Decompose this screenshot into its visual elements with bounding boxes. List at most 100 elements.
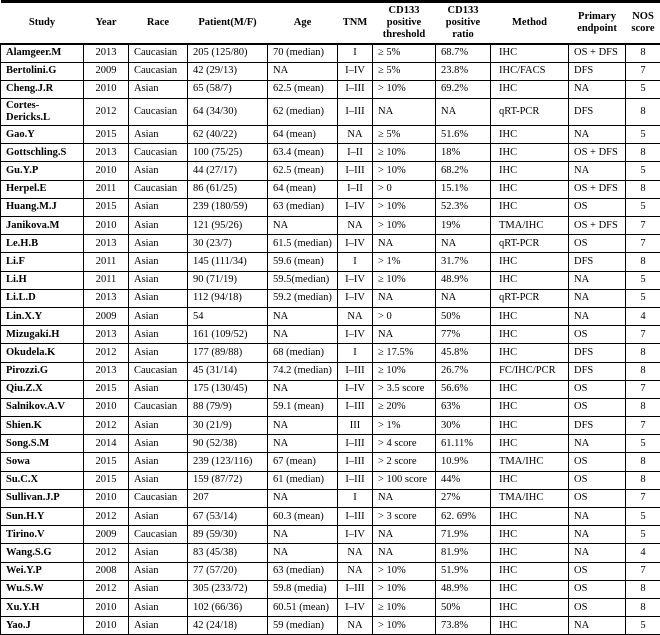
cell-primary-endpoint: OS + DFS	[569, 217, 626, 235]
cell-primary-endpoint: DFS	[569, 253, 626, 271]
cell-patient-m-f: 161 (109/52)	[188, 326, 268, 344]
cell-race: Asian	[129, 162, 188, 180]
cell-patient-m-f: 83 (45/38)	[188, 544, 268, 562]
cell-cd133-positive-threshold: > 0	[373, 180, 436, 198]
cell-age: 62.5 (mean)	[268, 162, 338, 180]
cell-primary-endpoint: NA	[569, 80, 626, 98]
cell-patient-m-f: 177 (89/88)	[188, 344, 268, 362]
cell-study: Salnikov.A.V	[1, 398, 84, 416]
cell-method: IHC	[491, 398, 569, 416]
cell-tnm: I–III	[338, 453, 373, 471]
cell-age: 64 (mean)	[268, 180, 338, 198]
cell-cd133-positive-ratio: 52.3%	[436, 198, 491, 216]
cell-year: 2008	[84, 562, 129, 580]
cell-patient-m-f: 90 (52/38)	[188, 435, 268, 453]
cell-tnm: I–IV	[338, 598, 373, 616]
cell-tnm: NA	[338, 217, 373, 235]
cell-age: 59.5(median)	[268, 271, 338, 289]
cell-year: 2010	[84, 489, 129, 507]
cell-cd133-positive-threshold: > 10%	[373, 580, 436, 598]
cell-tnm: I–IV	[338, 380, 373, 398]
cell-study: Sowa	[1, 453, 84, 471]
cell-tnm: NA	[338, 307, 373, 325]
cell-study: Sun.H.Y	[1, 508, 84, 526]
cell-nos-score: 4	[626, 307, 660, 325]
cell-cd133-positive-threshold: > 0	[373, 307, 436, 325]
cell-age: 62.5 (mean)	[268, 80, 338, 98]
cell-cd133-positive-threshold: > 10%	[373, 217, 436, 235]
cell-primary-endpoint: NA	[569, 544, 626, 562]
cell-primary-endpoint: OS	[569, 598, 626, 616]
cell-study: Yao.J	[1, 617, 84, 635]
cell-year: 2015	[84, 198, 129, 216]
cell-method: IHC	[491, 544, 569, 562]
cell-year: 2012	[84, 417, 129, 435]
cell-year: 2013	[84, 326, 129, 344]
cell-patient-m-f: 207	[188, 489, 268, 507]
cell-race: Asian	[129, 126, 188, 144]
cell-tnm: I	[338, 253, 373, 271]
cell-tnm: I–III	[338, 580, 373, 598]
cell-year: 2012	[84, 99, 129, 126]
cell-race: Asian	[129, 344, 188, 362]
cell-cd133-positive-ratio: 50%	[436, 307, 491, 325]
cell-age: 63 (median)	[268, 198, 338, 216]
cell-cd133-positive-ratio: 71.9%	[436, 526, 491, 544]
cell-age: 61.5 (median)	[268, 235, 338, 253]
cell-patient-m-f: 100 (75/25)	[188, 144, 268, 162]
cell-primary-endpoint: DFS	[569, 344, 626, 362]
cell-tnm: I–IV	[338, 198, 373, 216]
cell-cd133-positive-ratio: 68.7%	[436, 44, 491, 62]
cell-patient-m-f: 64 (34/30)	[188, 99, 268, 126]
cell-cd133-positive-ratio: 23.8%	[436, 62, 491, 80]
cell-cd133-positive-ratio: 77%	[436, 326, 491, 344]
cell-primary-endpoint: NA	[569, 289, 626, 307]
cell-year: 2013	[84, 44, 129, 62]
cell-study: Su.C.X	[1, 471, 84, 489]
cell-method: IHC	[491, 180, 569, 198]
cell-method: TMA/IHC	[491, 217, 569, 235]
cell-nos-score: 8	[626, 598, 660, 616]
cell-tnm: I–III	[338, 362, 373, 380]
cell-patient-m-f: 65 (58/7)	[188, 80, 268, 98]
cell-patient-m-f: 112 (94/18)	[188, 289, 268, 307]
cell-study: Lin.X.Y	[1, 307, 84, 325]
cell-study: Cortes-Dericks.L	[1, 99, 84, 126]
cell-cd133-positive-threshold: > 4 score	[373, 435, 436, 453]
cell-cd133-positive-threshold: > 1%	[373, 417, 436, 435]
cell-primary-endpoint: NA	[569, 617, 626, 635]
cell-method: IHC	[491, 326, 569, 344]
cell-race: Asian	[129, 307, 188, 325]
cell-cd133-positive-threshold: ≥ 5%	[373, 44, 436, 62]
cell-patient-m-f: 77 (57/20)	[188, 562, 268, 580]
cell-age: NA	[268, 62, 338, 80]
cell-patient-m-f: 145 (111/34)	[188, 253, 268, 271]
cell-cd133-positive-threshold: NA	[373, 99, 436, 126]
cell-primary-endpoint: NA	[569, 162, 626, 180]
cell-race: Caucasian	[129, 526, 188, 544]
cell-cd133-positive-ratio: 73.8%	[436, 617, 491, 635]
cell-nos-score: 5	[626, 508, 660, 526]
cell-cd133-positive-threshold: ≥ 10%	[373, 271, 436, 289]
cell-study: Li.H	[1, 271, 84, 289]
cell-race: Asian	[129, 217, 188, 235]
cell-method: IHC	[491, 253, 569, 271]
cell-tnm: I–III	[338, 435, 373, 453]
cell-patient-m-f: 30 (23/7)	[188, 235, 268, 253]
cell-race: Asian	[129, 380, 188, 398]
cell-cd133-positive-ratio: 81.9%	[436, 544, 491, 562]
column-header-method: Method	[491, 2, 569, 45]
cell-race: Asian	[129, 598, 188, 616]
cell-nos-score: 8	[626, 398, 660, 416]
cell-cd133-positive-threshold: ≥ 20%	[373, 398, 436, 416]
